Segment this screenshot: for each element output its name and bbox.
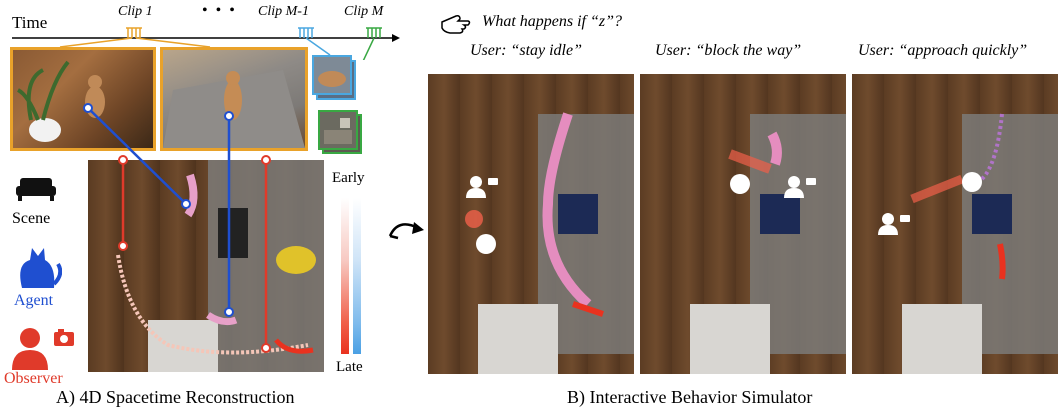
user-prompt-block-the-way: User: “block the way” <box>655 42 802 59</box>
caption-simulator: B) Interactive Behavior Simulator <box>567 387 813 407</box>
legend-agent-label: Agent <box>14 292 54 309</box>
cat-on-rug-illustration <box>163 70 305 148</box>
clip-1-frame-photo-2 <box>160 47 308 151</box>
clip-m-frame-photo <box>318 110 358 150</box>
cat-icon <box>20 248 62 288</box>
user-prompt-approach-quickly: User: “approach quickly” <box>858 42 1028 59</box>
legend-scene-label: Scene <box>12 210 51 227</box>
observer-person-camera-icon <box>12 328 74 370</box>
clip-ellipsis: • • • <box>202 2 237 19</box>
colorbar-late-label: Late <box>336 359 363 375</box>
block-the-way-simulation <box>690 114 846 374</box>
simulation-markers-overlay <box>466 176 910 235</box>
stay-idle-simulation <box>465 112 634 374</box>
approach-quickly-simulation <box>902 113 1058 374</box>
simulation-panel-block-the-way <box>640 74 846 374</box>
colorbar-early-label: Early <box>332 170 365 186</box>
cat-lying-illustration <box>318 71 346 87</box>
clip-m-label: Clip M <box>344 4 384 19</box>
clip-1-label: Clip 1 <box>118 4 153 19</box>
correspondence-lines <box>83 103 271 353</box>
pointing-hand-icon <box>441 15 471 34</box>
clip-m1-ticks <box>298 27 331 56</box>
legend-observer-label: Observer <box>4 370 63 387</box>
observer-marker-2 <box>784 176 816 198</box>
colorbar-observer-gradient <box>341 198 349 354</box>
curved-arrow-icon <box>388 222 424 240</box>
colorbar-agent-gradient <box>353 198 361 354</box>
user-prompt-stay-idle: User: “stay idle” <box>470 42 582 59</box>
timeline-axis <box>12 27 400 60</box>
timeline-label: Time <box>12 13 48 32</box>
clip-m-minus-1-frame-photo <box>312 55 352 95</box>
caption-reconstruction: A) 4D Spacetime Reconstruction <box>56 387 295 407</box>
observer-marker-3 <box>878 213 910 235</box>
room-illustration <box>324 118 352 144</box>
sofa-icon <box>16 178 56 201</box>
clip-1-ticks <box>59 27 211 48</box>
simulation-panel-stay-idle <box>428 74 634 374</box>
simulator-question: What happens if “z”? <box>482 13 623 30</box>
observer-marker-1 <box>466 176 498 198</box>
clip-m-ticks <box>362 27 382 60</box>
clip-m-minus-1-label: Clip M-1 <box>258 4 309 19</box>
